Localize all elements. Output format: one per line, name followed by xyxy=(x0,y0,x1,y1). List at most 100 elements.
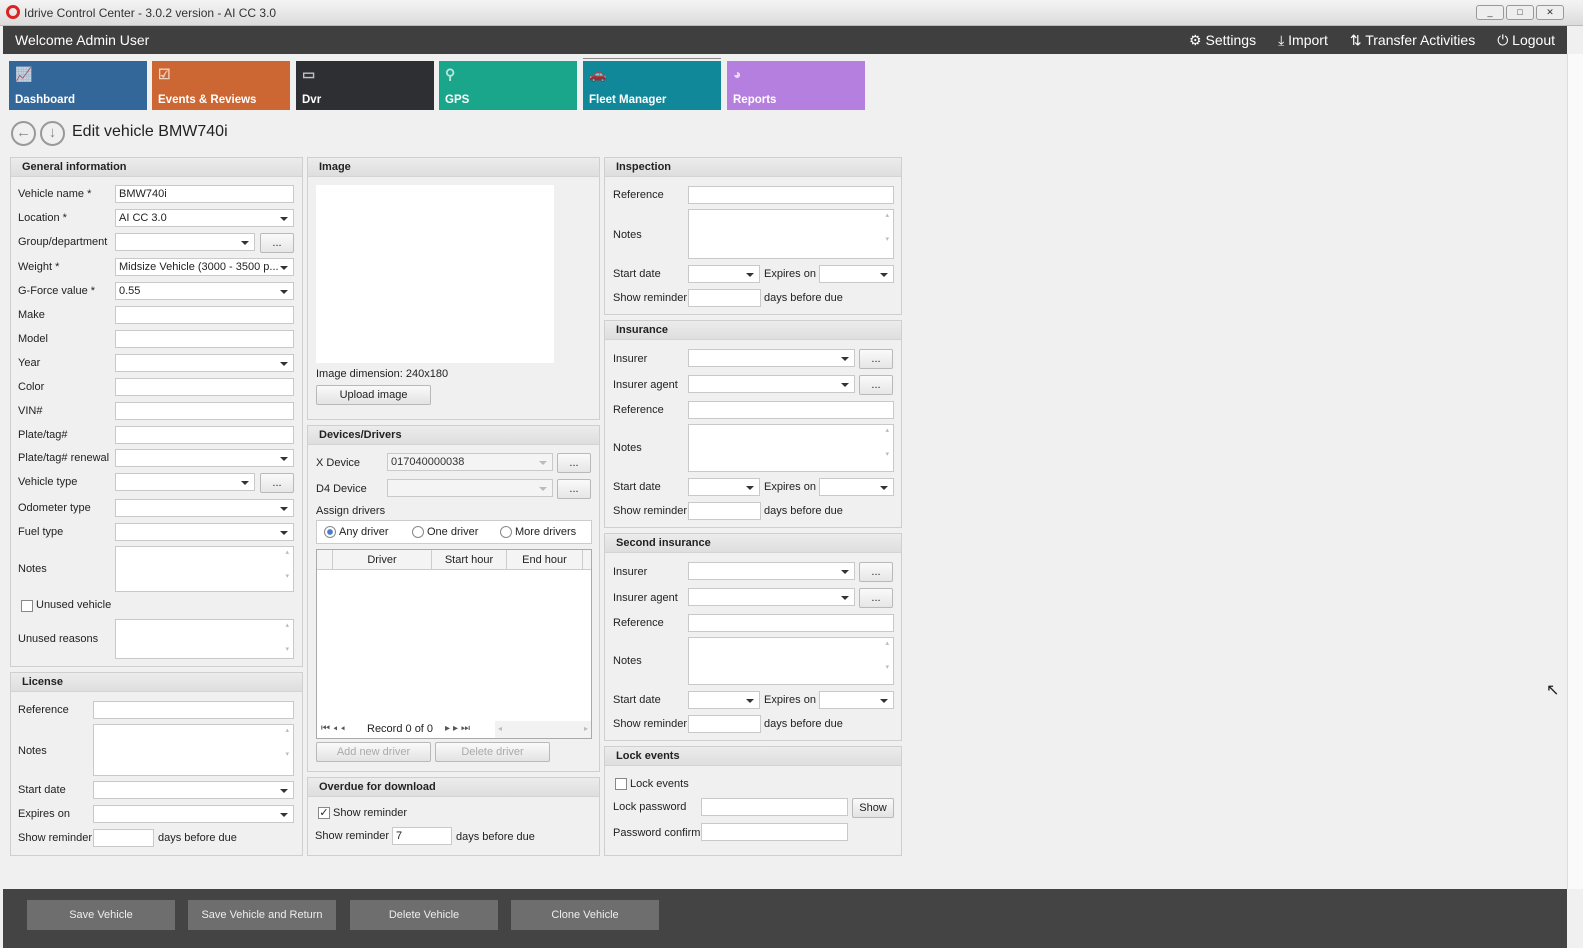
second-insurance-reminder-input[interactable] xyxy=(688,715,761,733)
make-input[interactable] xyxy=(115,306,294,324)
plate-input[interactable] xyxy=(115,426,294,444)
x-device-more-button[interactable]: ... xyxy=(557,453,591,473)
second-insurance-panel: Second insurance Insurer ... Insurer age… xyxy=(604,533,902,741)
delete-vehicle-button[interactable]: Delete Vehicle xyxy=(350,900,498,930)
tile-dvr[interactable]: ▭ Dvr xyxy=(296,61,434,110)
license-panel: License Reference Notes Start date Expir… xyxy=(10,672,303,856)
d4-device-more-button[interactable]: ... xyxy=(557,479,591,499)
nav-first-prev-icon[interactable]: ⏮◂◂ xyxy=(321,723,349,734)
tile-fleet-manager[interactable]: 🚗 Fleet Manager xyxy=(583,61,721,110)
license-expires-date[interactable] xyxy=(93,805,294,823)
label: days before due xyxy=(764,718,843,730)
one-driver-radio[interactable] xyxy=(412,526,424,538)
lock-password-input[interactable] xyxy=(701,798,848,816)
nav-next-last-icon[interactable]: ▸▸⏭ xyxy=(445,723,474,734)
delete-driver-button[interactable]: Delete driver xyxy=(435,742,550,762)
import-link[interactable]: ⤓ Import xyxy=(1278,31,1328,48)
app-header: Welcome Admin User ⚙ Settings ⤓ Import ⇅… xyxy=(3,26,1567,54)
location-select[interactable]: AI CC 3.0 xyxy=(115,209,294,227)
label: Reference xyxy=(613,189,664,201)
second-insurance-expires-date[interactable] xyxy=(819,691,894,709)
second-insurer-more-button[interactable]: ... xyxy=(859,562,893,582)
overdue-panel: Overdue for download ✓ Show reminder Sho… xyxy=(307,777,600,856)
inspection-reminder-input[interactable] xyxy=(688,289,761,307)
insurer-agent-select[interactable] xyxy=(688,375,855,393)
insurer-agent-more-button[interactable]: ... xyxy=(859,375,893,395)
tile-events-reviews[interactable]: ☑ Events & Reviews xyxy=(152,61,290,110)
upload-image-button[interactable]: Upload image xyxy=(316,385,431,405)
d4-device-select[interactable] xyxy=(387,479,553,497)
license-notes-textarea[interactable] xyxy=(93,724,294,776)
insurance-reminder-input[interactable] xyxy=(688,502,761,520)
insurer-more-button[interactable]: ... xyxy=(859,349,893,369)
devices-drivers-panel: Devices/Drivers X Device 017040000038 ..… xyxy=(307,425,600,772)
overdue-reminder-input[interactable]: 7 xyxy=(392,827,452,845)
license-reminder-input[interactable] xyxy=(93,829,154,847)
tile-reports[interactable]: ◕ Reports xyxy=(727,61,865,110)
model-input[interactable] xyxy=(115,330,294,348)
minimize-button[interactable]: _ xyxy=(1476,5,1504,20)
column-end-hour[interactable]: End hour xyxy=(507,550,583,570)
inspection-reference-input[interactable] xyxy=(688,186,894,204)
second-insurer-agent-more-button[interactable]: ... xyxy=(859,588,893,608)
fuel-type-select[interactable] xyxy=(115,523,294,541)
clone-vehicle-button[interactable]: Clone Vehicle xyxy=(511,900,659,930)
assign-drivers-radio-group: Any driver One driver More drivers xyxy=(316,520,592,544)
label: Expires on xyxy=(764,694,816,706)
vehicle-name-input[interactable]: BMW740i xyxy=(115,185,294,203)
unused-vehicle-checkbox[interactable] xyxy=(21,600,33,612)
password-confirm-input[interactable] xyxy=(701,823,848,841)
down-button[interactable]: ↓ xyxy=(40,121,65,146)
group-select[interactable] xyxy=(115,233,255,251)
lock-events-checkbox[interactable] xyxy=(615,778,627,790)
x-device-select[interactable]: 017040000038 xyxy=(387,453,553,471)
vertical-scrollbar[interactable] xyxy=(1567,54,1583,889)
second-insurer-select[interactable] xyxy=(688,562,855,580)
any-driver-radio[interactable] xyxy=(324,526,336,538)
insurance-start-date[interactable] xyxy=(688,478,760,496)
show-password-button[interactable]: Show xyxy=(852,798,894,818)
insurer-select[interactable] xyxy=(688,349,855,367)
license-start-date[interactable] xyxy=(93,781,294,799)
notes-textarea[interactable] xyxy=(115,546,294,592)
weight-select[interactable]: Midsize Vehicle (3000 - 3500 p... xyxy=(115,258,294,276)
unused-reasons-textarea[interactable] xyxy=(115,619,294,659)
horizontal-scrollbar[interactable]: ◂ ▸ xyxy=(495,721,591,738)
settings-link[interactable]: ⚙ Settings xyxy=(1189,31,1257,48)
logout-link[interactable]: ⏻ Logout xyxy=(1497,31,1555,48)
second-insurance-notes-textarea[interactable] xyxy=(688,637,894,685)
color-input[interactable] xyxy=(115,378,294,396)
add-new-driver-button[interactable]: Add new driver xyxy=(316,742,431,762)
column-driver[interactable]: Driver xyxy=(332,550,432,570)
group-more-button[interactable]: ... xyxy=(260,233,294,253)
inspection-expires-date[interactable] xyxy=(819,265,894,283)
label: Insurer xyxy=(613,353,648,365)
vehicle-type-more-button[interactable]: ... xyxy=(260,473,294,493)
tile-gps[interactable]: ⚲ GPS xyxy=(439,61,577,110)
vehicle-type-select[interactable] xyxy=(115,473,255,491)
save-vehicle-button[interactable]: Save Vehicle xyxy=(27,900,175,930)
vin-input[interactable] xyxy=(115,402,294,420)
transfer-activities-link[interactable]: ⇅ Transfer Activities xyxy=(1349,31,1476,48)
save-vehicle-return-button[interactable]: Save Vehicle and Return xyxy=(188,900,336,930)
gforce-select[interactable]: 0.55 xyxy=(115,282,294,300)
maximize-button[interactable]: □ xyxy=(1506,5,1534,20)
second-insurance-reference-input[interactable] xyxy=(688,614,894,632)
license-reference-input[interactable] xyxy=(93,701,294,719)
tile-dashboard[interactable]: 📈 Dashboard xyxy=(9,61,147,110)
insurance-reference-input[interactable] xyxy=(688,401,894,419)
back-button[interactable]: ← xyxy=(11,121,36,146)
second-insurer-agent-select[interactable] xyxy=(688,588,855,606)
more-drivers-radio[interactable] xyxy=(500,526,512,538)
odometer-type-select[interactable] xyxy=(115,499,294,517)
year-select[interactable] xyxy=(115,354,294,372)
inspection-start-date[interactable] xyxy=(688,265,760,283)
plate-renewal-select[interactable] xyxy=(115,449,294,467)
column-start-hour[interactable]: Start hour xyxy=(432,550,507,570)
insurance-expires-date[interactable] xyxy=(819,478,894,496)
second-insurance-start-date[interactable] xyxy=(688,691,760,709)
insurance-notes-textarea[interactable] xyxy=(688,424,894,472)
inspection-notes-textarea[interactable] xyxy=(688,209,894,259)
show-reminder-checkbox[interactable]: ✓ xyxy=(318,807,330,819)
close-button[interactable]: ✕ xyxy=(1536,5,1564,20)
